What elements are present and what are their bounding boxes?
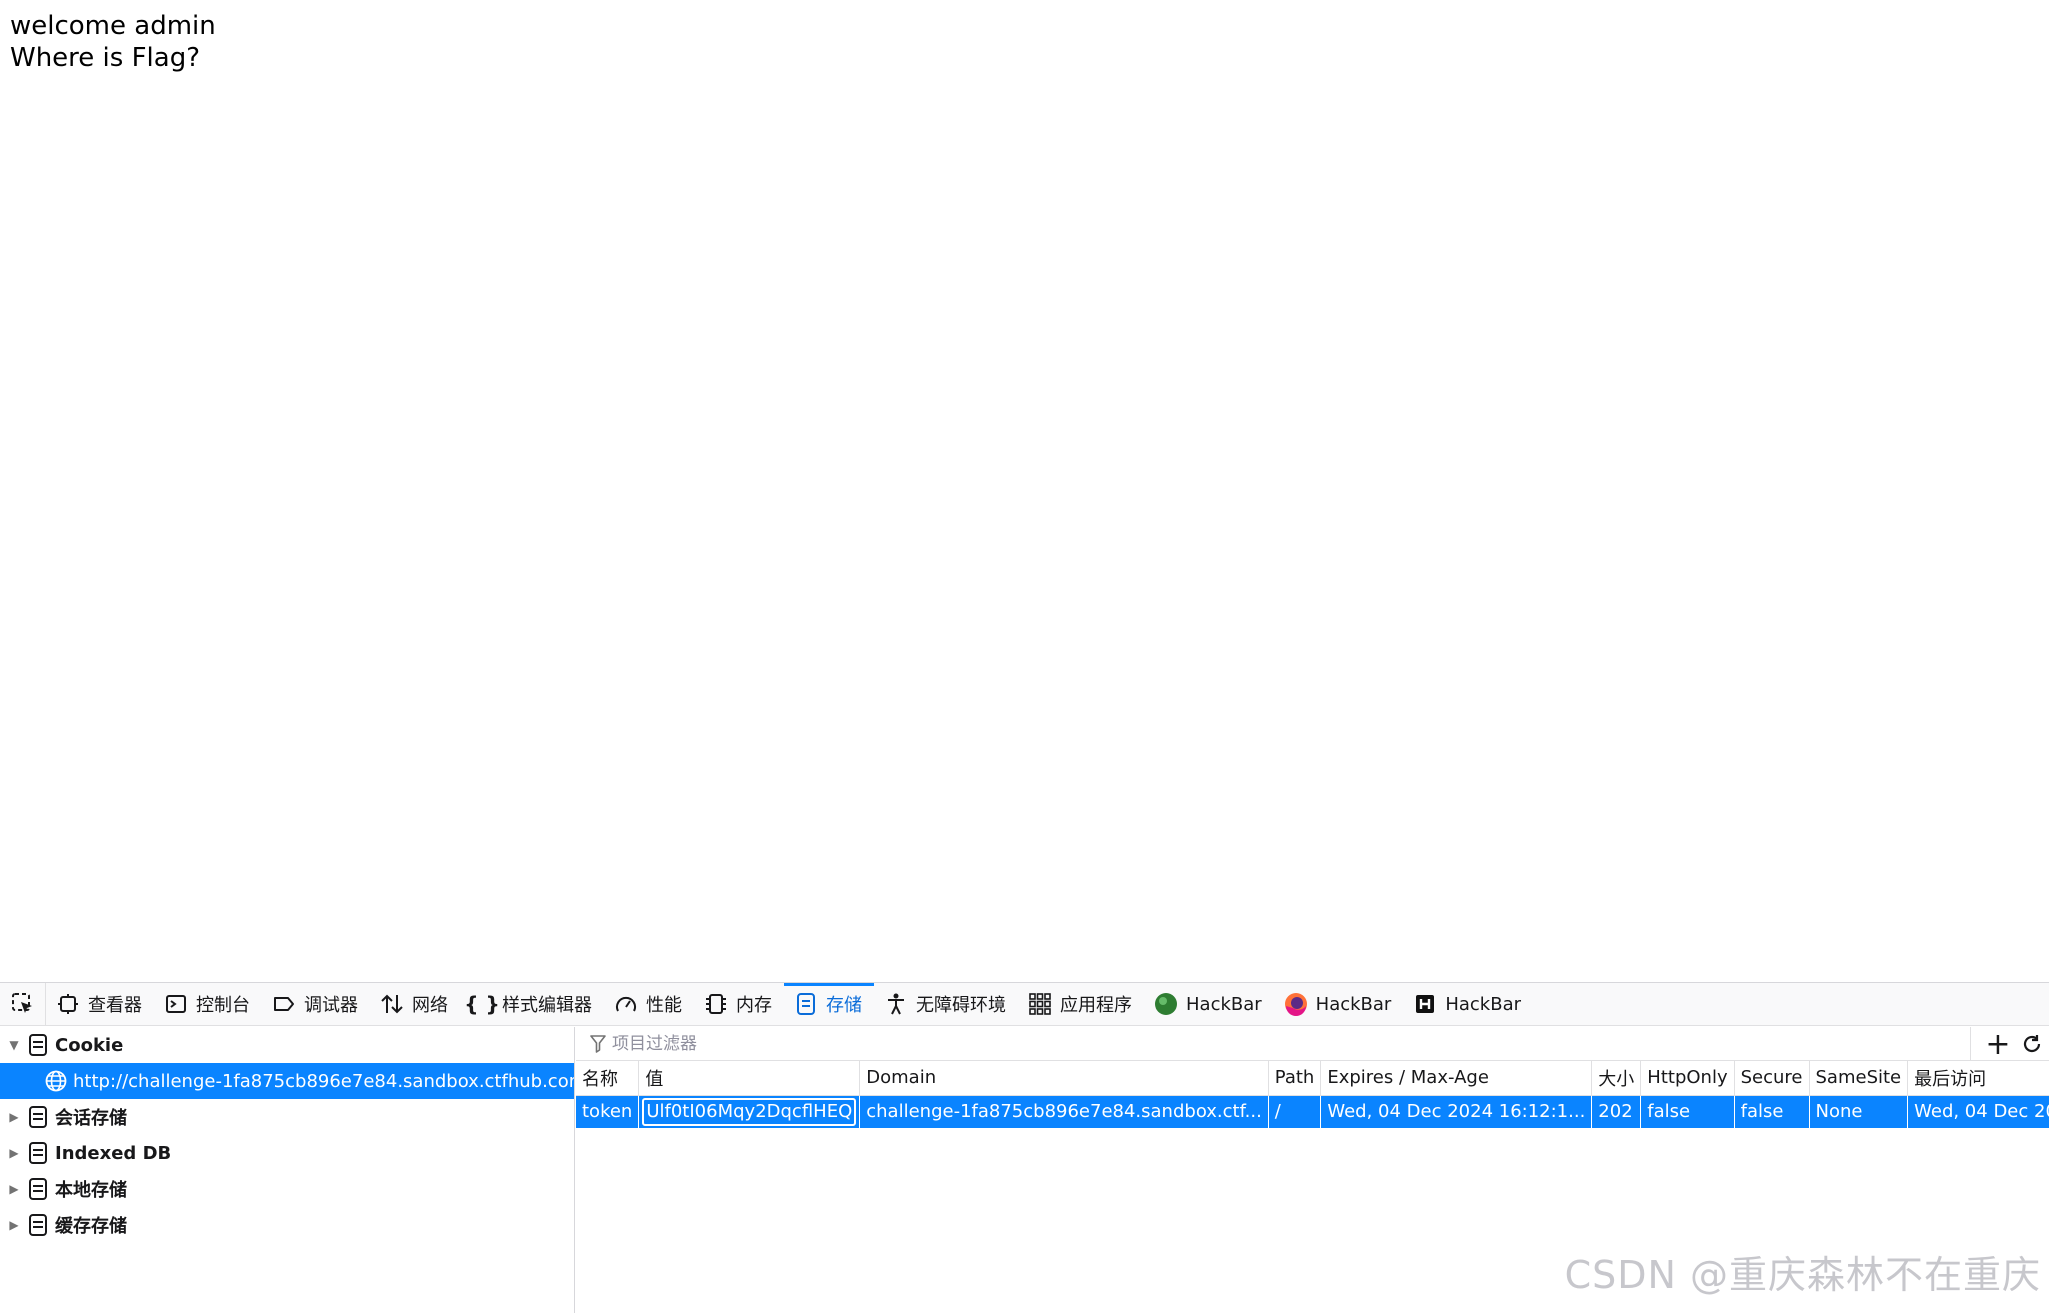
tab-performance[interactable]: 性能 xyxy=(604,983,694,1026)
tab-label: 样式编辑器 xyxy=(502,995,592,1016)
column-header-last-accessed[interactable]: 最后访问 xyxy=(1907,1061,2049,1096)
cell-last-accessed[interactable]: Wed, 04 Dec 2024 16: xyxy=(1907,1095,2049,1128)
refresh-button[interactable] xyxy=(2015,1027,2049,1061)
column-header-value[interactable]: 值 xyxy=(638,1061,861,1096)
filter-tools: + xyxy=(1970,1026,2049,1062)
tab-application[interactable]: 应用程序 xyxy=(1018,983,1144,1026)
filter-icon xyxy=(588,1034,608,1054)
flag-question-text: Where is Flag? xyxy=(10,43,201,73)
column-header-path[interactable]: Path xyxy=(1268,1061,1322,1096)
collapsed-arrow-icon[interactable]: ▶ xyxy=(9,1146,19,1160)
performance-icon xyxy=(614,992,638,1016)
tree-item-session-storage[interactable]: ▶ 会话存储 xyxy=(0,1099,574,1135)
column-header-secure[interactable]: Secure xyxy=(1734,1061,1810,1096)
tab-label: HackBar xyxy=(1186,993,1262,1015)
network-icon xyxy=(380,992,404,1016)
collapsed-arrow-icon[interactable]: ▶ xyxy=(9,1110,19,1124)
cell-secure[interactable]: false xyxy=(1734,1095,1810,1128)
tab-storage[interactable]: 存储 xyxy=(784,982,874,1026)
storage-icon xyxy=(794,992,818,1016)
filter-input[interactable] xyxy=(612,1033,1112,1054)
column-header-expires[interactable]: Expires / Max-Age xyxy=(1320,1061,1593,1096)
cell-path[interactable]: / xyxy=(1268,1095,1322,1128)
tab-accessibility[interactable]: 无障碍环境 xyxy=(874,983,1018,1026)
table-header-row: 名称 值 Domain Path Expires / Max-Age 大小 Ht… xyxy=(576,1061,2049,1096)
tab-label: HackBar xyxy=(1445,993,1522,1015)
welcome-text: welcome admin xyxy=(10,11,216,41)
database-icon xyxy=(27,1141,49,1165)
column-header-size[interactable]: 大小 xyxy=(1591,1061,1642,1096)
tree-item-local-storage[interactable]: ▶ 本地存储 xyxy=(0,1171,574,1207)
storage-table-panel: + 名称 值 Domain Path Expires / Max-Age 大小 … xyxy=(576,1027,2049,1313)
tab-label: 网络 xyxy=(412,995,448,1016)
cell-httponly[interactable]: false xyxy=(1640,1095,1735,1128)
tab-label: HackBar xyxy=(1315,993,1392,1015)
inspector-icon xyxy=(56,992,80,1016)
collapsed-arrow-icon[interactable]: ▶ xyxy=(9,1218,19,1232)
tab-hackbar-1[interactable]: HackBar xyxy=(1144,983,1274,1026)
cell-expires[interactable]: Wed, 04 Dec 2024 16:12:1... xyxy=(1320,1095,1593,1128)
refresh-icon xyxy=(2023,1035,2041,1053)
debugger-icon xyxy=(272,992,296,1016)
tab-inspector[interactable]: 查看器 xyxy=(46,983,154,1026)
tab-label: 无障碍环境 xyxy=(916,995,1006,1016)
memory-icon xyxy=(704,992,728,1016)
column-header-httponly[interactable]: HttpOnly xyxy=(1640,1061,1735,1096)
cell-name[interactable]: token xyxy=(576,1095,640,1128)
database-icon xyxy=(27,1105,49,1129)
element-picker-button[interactable] xyxy=(0,982,46,1026)
hackbar-green-icon xyxy=(1154,992,1178,1016)
database-icon xyxy=(27,1177,49,1201)
tab-label: 性能 xyxy=(646,995,682,1016)
cookie-table: 名称 值 Domain Path Expires / Max-Age 大小 Ht… xyxy=(576,1061,2049,1128)
cell-size[interactable]: 202 xyxy=(1591,1095,1642,1128)
tab-memory[interactable]: 内存 xyxy=(694,983,784,1026)
console-icon xyxy=(164,992,188,1016)
expanded-arrow-icon[interactable]: ▼ xyxy=(9,1038,19,1052)
database-icon xyxy=(27,1213,49,1237)
column-header-domain[interactable]: Domain xyxy=(859,1061,1269,1096)
hackbar-h-icon xyxy=(1413,992,1437,1016)
filter-bar: + xyxy=(576,1026,2049,1062)
cell-domain[interactable]: challenge-1fa875cb896e7e84.sandbox.ctf..… xyxy=(859,1095,1269,1128)
value-edit-input[interactable]: Ulf0tI06Mqy2DqcflHEQ xyxy=(642,1097,857,1126)
tab-label: 内存 xyxy=(736,995,772,1016)
globe-icon xyxy=(45,1069,67,1093)
tab-style-editor[interactable]: { } 样式编辑器 xyxy=(460,983,604,1026)
tab-hackbar-2[interactable]: HackBar xyxy=(1274,983,1404,1026)
tab-label: 存储 xyxy=(826,995,862,1016)
tab-label: 应用程序 xyxy=(1060,995,1132,1016)
cell-value[interactable]: Ulf0tI06Mqy2DqcflHEQ xyxy=(638,1095,861,1128)
element-picker-icon xyxy=(11,993,32,1013)
page-body: welcome admin Where is Flag? xyxy=(10,10,216,74)
style-editor-icon: { } xyxy=(464,992,500,1016)
tab-network[interactable]: 网络 xyxy=(370,983,460,1026)
accessibility-icon xyxy=(884,992,908,1016)
collapsed-arrow-icon[interactable]: ▶ xyxy=(9,1182,19,1196)
column-header-samesite[interactable]: SameSite xyxy=(1809,1061,1909,1096)
tab-hackbar-3[interactable]: HackBar xyxy=(1403,983,1533,1026)
tab-label: 查看器 xyxy=(88,995,142,1016)
tab-debugger[interactable]: 调试器 xyxy=(262,983,370,1026)
tab-label: 调试器 xyxy=(304,995,358,1016)
table-row[interactable]: token Ulf0tI06Mqy2DqcflHEQ challenge-1fa… xyxy=(576,1095,2049,1128)
column-header-name[interactable]: 名称 xyxy=(576,1061,640,1096)
tree-item-cache-storage[interactable]: ▶ 缓存存储 xyxy=(0,1207,574,1243)
tab-console[interactable]: 控制台 xyxy=(154,983,262,1026)
tab-label: 控制台 xyxy=(196,995,250,1016)
tree-item-indexed-db[interactable]: ▶ Indexed DB xyxy=(0,1135,574,1171)
cell-samesite[interactable]: None xyxy=(1809,1095,1909,1128)
devtools-toolbar: 查看器 控制台 调试器 网络 { } 样式编辑器 性能 内存 存储 xyxy=(0,982,2049,1026)
application-icon xyxy=(1028,992,1052,1016)
database-icon xyxy=(27,1033,49,1057)
watermark: CSDN @重庆森林不在重庆 xyxy=(1564,1253,2041,1297)
devtools-panel: 查看器 控制台 调试器 网络 { } 样式编辑器 性能 内存 存储 xyxy=(0,982,2049,1313)
tree-item-cookie-host[interactable]: http://challenge-1fa875cb896e7e84.sandbo… xyxy=(0,1063,574,1099)
add-item-button[interactable]: + xyxy=(1981,1026,2015,1062)
plus-icon: + xyxy=(1985,1026,2011,1062)
hackbar-firefox-icon xyxy=(1284,992,1308,1016)
storage-tree: ▼ Cookie http://challenge-1fa875cb896e7e… xyxy=(0,1027,575,1313)
tree-item-cookie[interactable]: ▼ Cookie xyxy=(0,1027,574,1063)
